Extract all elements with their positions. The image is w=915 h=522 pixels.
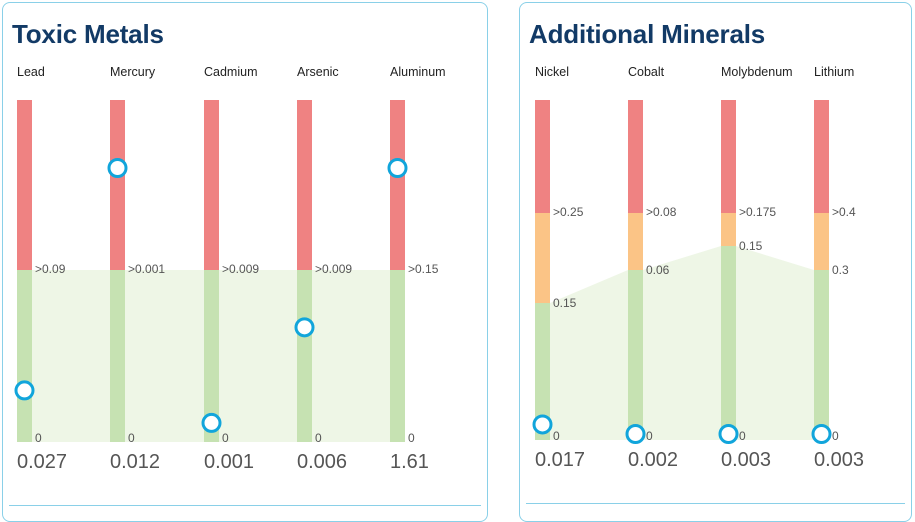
bar-molybdenum-elevated-zone: [721, 213, 736, 246]
bar-nickel-high-zone: [535, 100, 550, 213]
threshold-label-elevated: 0.3: [832, 263, 849, 277]
category-label-arsenic: Arsenic: [297, 65, 339, 79]
category-label-lead: Lead: [17, 65, 45, 79]
bar-molybdenum-high-zone: [721, 100, 736, 213]
min-label: 0: [739, 429, 746, 443]
bar-aluminum-normal-zone: [390, 270, 405, 442]
bar-nickel-normal-zone: [535, 303, 550, 440]
threshold-label-high: >0.25: [553, 205, 584, 219]
value-marker-molybdenum: [718, 424, 739, 444]
threshold-label-high: >0.09: [35, 262, 66, 276]
bar-lithium-normal-zone: [814, 270, 829, 440]
bar-molybdenum-normal-zone: [721, 246, 736, 440]
category-label-cadmium: Cadmium: [204, 65, 258, 79]
min-label: 0: [646, 429, 653, 443]
value-marker-mercury: [107, 158, 128, 178]
value-marker-aluminum: [387, 158, 408, 178]
threshold-label-high: >0.08: [646, 205, 677, 219]
threshold-label-high: >0.009: [315, 262, 352, 276]
min-label: 0: [222, 431, 229, 445]
bar-cadmium-high-zone: [204, 100, 219, 270]
threshold-label-high: >0.001: [128, 262, 165, 276]
min-label: 0: [315, 431, 322, 445]
bar-lithium-elevated-zone: [814, 213, 829, 270]
category-label-molybdenum: Molybdenum: [721, 65, 793, 79]
threshold-label-high: >0.15: [408, 262, 439, 276]
category-label-mercury: Mercury: [110, 65, 156, 79]
value-marker-nickel: [532, 414, 553, 435]
value-marker-lithium: [811, 424, 832, 444]
min-label: 0: [408, 431, 415, 445]
threshold-label-elevated: 0.15: [739, 239, 763, 253]
value-marker-lead: [14, 380, 35, 401]
value-label-molybdenum: 0.003: [721, 449, 771, 471]
category-label-cobalt: Cobalt: [628, 65, 665, 79]
value-marker-cadmium: [201, 412, 222, 433]
category-label-aluminum: Aluminum: [390, 65, 446, 79]
bar-arsenic-high-zone: [297, 100, 312, 270]
value-label-arsenic: 0.006: [297, 451, 347, 473]
normal-range-band: [535, 246, 829, 440]
threshold-label-high: >0.009: [222, 262, 259, 276]
bar-cobalt-normal-zone: [628, 270, 643, 440]
category-label-lithium: Lithium: [814, 65, 854, 79]
bar-cobalt-high-zone: [628, 100, 643, 213]
threshold-label-elevated: 0.06: [646, 263, 670, 277]
value-label-cadmium: 0.001: [204, 451, 254, 473]
bar-arsenic-normal-zone: [297, 270, 312, 442]
min-label: 0: [128, 431, 135, 445]
bar-lead-high-zone: [17, 100, 32, 270]
value-label-cobalt: 0.002: [628, 449, 678, 471]
panel-divider: [9, 505, 481, 506]
value-marker-arsenic: [294, 317, 315, 338]
value-label-lead: 0.027: [17, 451, 67, 473]
threshold-label-high: >0.4: [832, 205, 856, 219]
bar-aluminum-high-zone: [390, 100, 405, 270]
value-label-nickel: 0.017: [535, 449, 585, 471]
panel-title: Additional Minerals: [529, 19, 766, 49]
value-marker-cobalt: [625, 424, 646, 444]
bar-cobalt-elevated-zone: [628, 213, 643, 270]
min-label: 0: [35, 431, 42, 445]
panel-title: Toxic Metals: [12, 19, 164, 49]
bar-lithium-high-zone: [814, 100, 829, 213]
min-label: 0: [832, 429, 839, 443]
bar-mercury-normal-zone: [110, 270, 125, 442]
threshold-label-elevated: 0.15: [553, 296, 577, 310]
value-label-mercury: 0.012: [110, 451, 160, 473]
category-label-nickel: Nickel: [535, 65, 569, 79]
bar-cadmium-normal-zone: [204, 270, 219, 442]
bar-nickel-elevated-zone: [535, 213, 550, 303]
value-label-lithium: 0.003: [814, 449, 864, 471]
bar-mercury-high-zone: [110, 100, 125, 270]
threshold-label-high: >0.175: [739, 205, 776, 219]
value-label-aluminum: 1.61: [390, 451, 429, 473]
min-label: 0: [553, 429, 560, 443]
panel-divider: [526, 503, 905, 504]
